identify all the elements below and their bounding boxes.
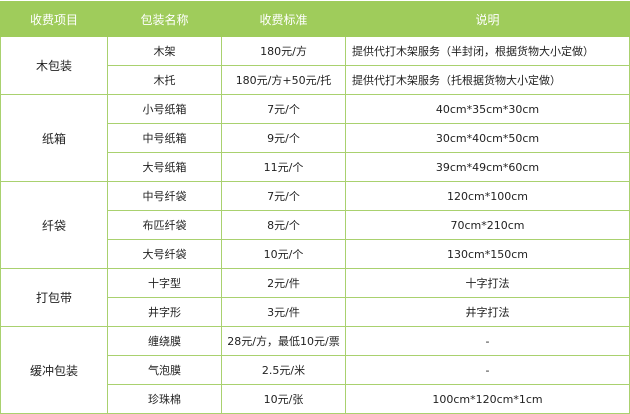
package-name-cell: 木架 (107, 36, 222, 66)
table-row: 纤袋 中号纤袋 7元/个 120cm*100cm (0, 181, 630, 269)
header-description: 说明 (345, 1, 630, 37)
table-row: 木包装 木架 180元/方 提供代打木架服务（半封闭，根据货物大小定做） (0, 36, 630, 95)
description-cell: 40cm*35cm*30cm (345, 94, 630, 124)
package-name-cell: 大号纤袋 (107, 239, 222, 269)
description-cell: 70cm*210cm (345, 210, 630, 240)
table-header-row: 收费项目 包装名称 收费标准 说明 (0, 1, 630, 37)
price-cell: 180元/方+50元/托 (221, 65, 346, 95)
package-name-cell: 小号纸箱 (107, 94, 222, 124)
description-cell: 井字打法 (345, 297, 630, 327)
table-row: 大号纤袋 10元/个 130cm*150cm (1, 239, 630, 269)
package-name-cell: 十字型 (107, 268, 222, 298)
description-cell: 100cm*120cm*1cm (345, 384, 630, 414)
package-name-cell: 大号纸箱 (107, 152, 222, 182)
category-cell: 纤袋 (0, 181, 108, 269)
description-cell: 120cm*100cm (345, 181, 630, 211)
header-price: 收费标准 (221, 1, 346, 37)
price-cell: 11元/个 (221, 152, 346, 182)
price-cell: 9元/个 (221, 123, 346, 153)
table-row: 缓冲包装 缠绕膜 28元/方，最低10元/票 - (0, 326, 630, 414)
price-cell: 8元/个 (221, 210, 346, 240)
price-cell: 7元/个 (221, 181, 346, 211)
description-cell: 39cm*49cm*60cm (345, 152, 630, 182)
table-row: 打包带 十字型 2元/件 十字打法 (0, 268, 630, 327)
category-cell: 纸箱 (0, 94, 108, 182)
package-name-cell: 缠绕膜 (107, 326, 222, 356)
package-name-cell: 中号纤袋 (107, 181, 222, 211)
price-cell: 28元/方，最低10元/票 (221, 326, 346, 356)
price-cell: 2.5元/米 (221, 355, 346, 385)
description-cell: 十字打法 (345, 268, 630, 298)
package-name-cell: 木托 (107, 65, 222, 95)
package-name-cell: 气泡膜 (107, 355, 222, 385)
price-cell: 3元/件 (221, 297, 346, 327)
category-cell: 缓冲包装 (0, 326, 108, 414)
description-cell: 30cm*40cm*50cm (345, 123, 630, 153)
table-row: 木托 180元/方+50元/托 提供代打木架服务（托根据货物大小定做） (1, 65, 630, 95)
description-cell: 130cm*150cm (345, 239, 630, 269)
description-cell: - (345, 326, 630, 356)
category-cell: 木包装 (0, 36, 108, 95)
package-name-cell: 珍珠棉 (107, 384, 222, 414)
price-cell: 2元/件 (221, 268, 346, 298)
description-cell: - (345, 355, 630, 385)
description-cell: 提供代打木架服务（托根据货物大小定做） (345, 65, 630, 95)
table-row: 纸箱 小号纸箱 7元/个 40cm*35cm*30cm (0, 94, 630, 182)
table-row: 布匹纤袋 8元/个 70cm*210cm (1, 210, 630, 240)
package-name-cell: 井字形 (107, 297, 222, 327)
header-package-name: 包装名称 (107, 1, 222, 37)
table-row: 中号纸箱 9元/个 30cm*40cm*50cm (1, 123, 630, 153)
table-row: 气泡膜 2.5元/米 - (1, 355, 630, 385)
table-row: 大号纸箱 11元/个 39cm*49cm*60cm (1, 152, 630, 182)
category-cell: 打包带 (0, 268, 108, 327)
description-cell: 提供代打木架服务（半封闭，根据货物大小定做） (345, 36, 630, 66)
price-cell: 10元/张 (221, 384, 346, 414)
price-cell: 10元/个 (221, 239, 346, 269)
package-name-cell: 布匹纤袋 (107, 210, 222, 240)
header-category: 收费项目 (0, 1, 108, 37)
package-name-cell: 中号纸箱 (107, 123, 222, 153)
price-cell: 7元/个 (221, 94, 346, 124)
price-cell: 180元/方 (221, 36, 346, 66)
